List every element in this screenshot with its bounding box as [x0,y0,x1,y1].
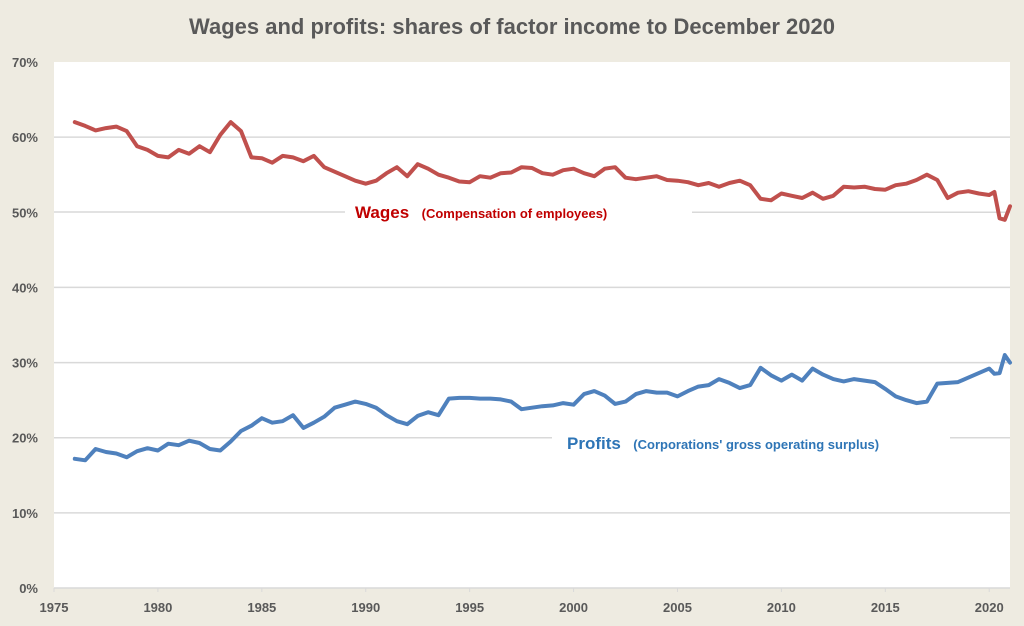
wages-label-main: Wages [355,203,409,222]
x-tick-label: 1985 [247,600,276,615]
series-lines [72,120,1012,463]
x-tick-label: 2010 [767,600,796,615]
series-labels: Wages (Compensation of employees) Profit… [54,203,879,453]
gridline-20-mask [552,434,950,441]
y-axis-ticks: 0% 10% 20% 30% 40% 50% 60% 70% [12,55,38,596]
x-axis-ticks: 1975 1980 1985 1990 1995 2000 2005 2010 2015 2020 [40,588,1004,615]
x-tick-label: 1980 [143,600,172,615]
y-tick-label: 50% [12,205,38,220]
x-tick-label: 1995 [455,600,484,615]
x-tick-label: 2005 [663,600,692,615]
profits-label: Profits (Corporations' gross operating s… [567,434,879,453]
y-tick-label: 40% [12,280,38,295]
x-tick-label: 1975 [40,600,69,615]
profits-label-sub: (Corporations' gross operating surplus) [633,437,879,452]
plot-area [54,62,1010,588]
wages-label-sub: (Compensation of employees) [422,206,608,221]
chart-title: Wages and profits: shares of factor inco… [189,14,835,39]
wages-label: Wages (Compensation of employees) [355,203,607,222]
y-tick-label: 70% [12,55,38,70]
y-tick-label: 30% [12,356,38,371]
y-tick-label: 60% [12,130,38,145]
y-tick-label: 10% [12,506,38,521]
gridlines [54,136,1010,589]
y-tick-label: 0% [19,581,38,596]
x-tick-label: 2000 [559,600,588,615]
x-tick-label: 2020 [975,600,1004,615]
profits-label-main: Profits [567,434,621,453]
y-tick-label: 20% [12,431,38,446]
x-tick-label: 2015 [871,600,900,615]
x-tick-label: 1990 [351,600,380,615]
